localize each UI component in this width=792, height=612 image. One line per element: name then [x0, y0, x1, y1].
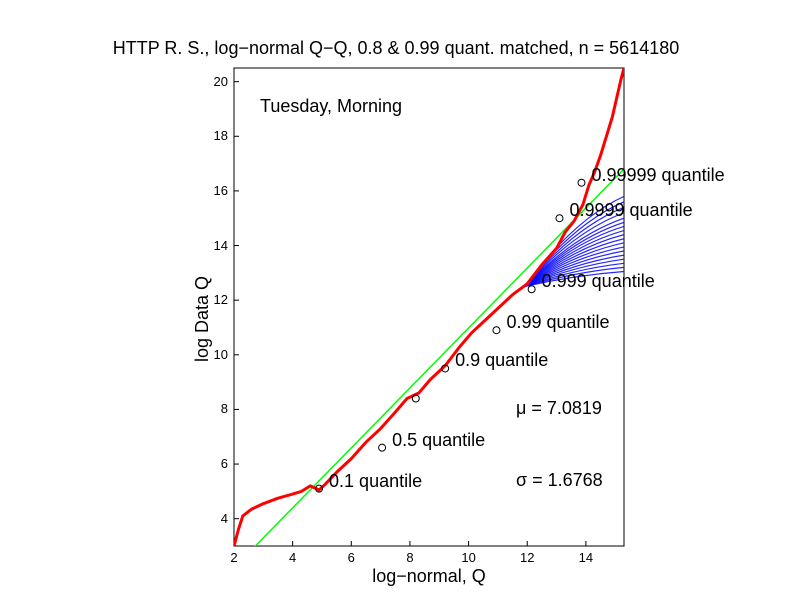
chart-svg [0, 0, 792, 612]
y-tick-label: 14 [198, 238, 228, 253]
y-tick-label: 6 [198, 456, 228, 471]
quantile-label: 0.99 quantile [506, 312, 609, 333]
x-tick-label: 6 [336, 550, 366, 565]
stage: { "canvas": { "width": 792, "height": 61… [0, 0, 792, 612]
quantile-label: 0.5 quantile [392, 430, 485, 451]
x-tick-label: 4 [278, 550, 308, 565]
quantile-label: 0.999 quantile [542, 271, 655, 292]
x-axis-label: log−normal, Q [234, 566, 624, 587]
param-sigma: σ = 1.6768 [516, 470, 603, 491]
y-tick-label: 10 [198, 347, 228, 362]
x-tick-label: 2 [219, 550, 249, 565]
x-tick-label: 12 [512, 550, 542, 565]
y-tick-label: 18 [198, 128, 228, 143]
y-tick-label: 20 [198, 74, 228, 89]
x-tick-label: 8 [395, 550, 425, 565]
y-tick-label: 8 [198, 401, 228, 416]
param-mu: μ = 7.0819 [516, 398, 602, 419]
subtitle-text: Tuesday, Morning [260, 96, 402, 117]
y-tick-label: 12 [198, 292, 228, 307]
quantile-label: 0.9 quantile [455, 350, 548, 371]
quantile-label: 0.9999 quantile [569, 200, 692, 221]
x-tick-label: 14 [571, 550, 601, 565]
x-tick-label: 10 [454, 550, 484, 565]
quantile-label: 0.1 quantile [329, 471, 422, 492]
y-tick-label: 4 [198, 511, 228, 526]
y-tick-label: 16 [198, 183, 228, 198]
quantile-label: 0.99999 quantile [591, 165, 724, 186]
